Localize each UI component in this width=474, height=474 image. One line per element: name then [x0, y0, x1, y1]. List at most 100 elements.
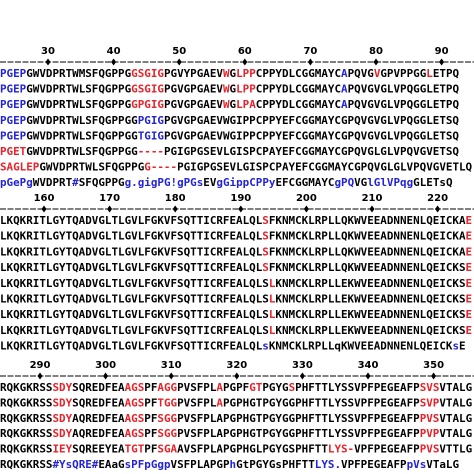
residues: FKNMCKLRPLLQKWVEEADNNENLQEICKA [269, 214, 466, 227]
sequence-row: RQKGKRSSSDYAQREDFEAAGSPFSGGPVSFPLAPGPHGT… [0, 412, 473, 425]
residues: PVP [420, 427, 440, 440]
residues: CPPYDLCGGMAYC [256, 83, 341, 96]
ruler-tick [111, 58, 117, 66]
residues: GWVDPRTWLSFQGPPG [26, 83, 131, 96]
residues: S [262, 214, 269, 227]
ruler-tick [107, 205, 113, 213]
ruler-tick [176, 58, 182, 66]
residues: ETPQ [433, 67, 460, 80]
residues: LKQKRITLGYTQADVGLTLGVLFGKVFSQTTICRFEALQL [0, 261, 263, 274]
residues: KNMCKLRPLLEKWVEEADNNENLQEICKS [275, 308, 465, 321]
residues: PVS [420, 412, 440, 425]
residues: PGET [0, 145, 27, 158]
residues: s [262, 340, 269, 353]
residues: AGS [125, 381, 145, 394]
ruler-number: 80 [369, 46, 383, 57]
residues: PGVGPGAEV [164, 98, 223, 111]
residues: SQREDFEA [72, 381, 125, 394]
residues: RQKGKRSS [0, 458, 52, 471]
residues: SQREDFEA [72, 396, 125, 409]
residues: GSGIG [131, 67, 164, 80]
ruler-number: 220 [427, 193, 448, 204]
residues: VTALG [439, 381, 472, 394]
residues: KNMCKLRPLLEKWVEEADNNENLQEICKS [275, 277, 465, 290]
ruler-tick [431, 372, 437, 380]
residues: G [230, 83, 237, 96]
residues: GWVDPRTWLSFQGPPGG [26, 114, 138, 127]
ruler-number: 200 [296, 193, 317, 204]
ruler-number: 160 [34, 193, 55, 204]
residues: FKNMCKLRPLLQKWVEEADNNENLQEICKA [269, 245, 466, 258]
residues: RQKGKRSS [0, 427, 52, 440]
residues: lGlVPqg [367, 176, 413, 189]
residues: A [341, 67, 348, 80]
residues: A [341, 83, 348, 96]
residues: AVSFPLAPGPHGLPGYGSPHFTT [177, 443, 328, 456]
residues: LKQKRITLGYTQADVGLTLGVLFGKVFSQTTICRFEALQL… [0, 324, 269, 337]
ruler-tick [37, 372, 43, 380]
residues: V [374, 67, 381, 80]
ruler-tick [238, 205, 244, 213]
residues: SQREEYEA [72, 443, 125, 456]
residues: S [289, 381, 296, 394]
residues: GWVDPRTWLSFQGPPG [39, 161, 144, 174]
residues: VG [354, 176, 368, 189]
sequence-row: LKQKRITLGYTQADVGLTLGVLFGKVFSQTTICRFEALQL… [0, 324, 472, 337]
residues: pVs [407, 458, 427, 471]
ruler-number: 170 [99, 193, 120, 204]
ruler-number: 50 [172, 46, 186, 57]
ruler-number: 180 [165, 193, 186, 204]
sequence-row: RQKGKRSS#YsQRE#EAaGsPFpGgpVSFPLAPGPhGtPG… [0, 458, 459, 471]
residues: LYS. [315, 458, 341, 471]
residues: s [452, 340, 459, 353]
residues: PF [144, 412, 157, 425]
residues: S [262, 245, 269, 258]
residues: TGIG [138, 129, 165, 142]
sequence-row: LKQKRITLGYTQADVGLTLGVLFGKVFSQTTICRFEALQL… [0, 308, 472, 321]
sequence-row: RQKGKRSSIEYSQREEYEATGTPFSGAAVSFPLAPGPHGL… [0, 443, 473, 456]
ruler-number: 290 [30, 360, 51, 371]
residues: PGVYPGAEV [164, 67, 223, 80]
residues: PGEP [0, 83, 27, 96]
residues: PVSFPL [177, 381, 217, 394]
ruler-tick [103, 372, 109, 380]
residues: LYS- [328, 443, 354, 456]
residues: EAaG [98, 458, 125, 471]
sequence-row: pGePgWVDPRT#SFQGPPGg.gigPG!gPGsEVgGippCP… [0, 176, 453, 189]
residues: gPQ [334, 176, 354, 189]
residues: pGePg [0, 176, 33, 189]
residues: h [230, 458, 237, 471]
residues: E [466, 277, 473, 290]
residues: S [262, 261, 269, 274]
residues: VPFPEGEAFP [354, 443, 420, 456]
sequence-row: RQKGKRSSSDYSQREDFEAAGSPFTGGPVSFPLAPGPHGT… [0, 396, 473, 409]
residues: PVS [420, 443, 440, 456]
residues: AGS [125, 427, 145, 440]
sequence-row: LKQKRITLGYTQADVGLTLGVLFGKVFSQTTICRFEALQL… [0, 245, 472, 258]
residues: PQVGVGLVPQGGLETPQ [348, 98, 460, 111]
residues: W [223, 83, 230, 96]
residues: #YsQRE# [52, 458, 98, 471]
residues: A [216, 381, 223, 394]
residues: VSFPLAPGP [171, 458, 230, 471]
sequence-row: PGEPGWVDPRTWLSFQGPPGGPGIGPGVGPGAEVWGIPPC… [0, 114, 459, 127]
residues: TGT [125, 443, 145, 456]
sequence-row: LKQKRITLGYTQADVGLTLGVLFGKVFSQTTICRFEALQL… [0, 293, 472, 306]
residues: E [466, 245, 473, 258]
residues: g.gigPG!gPGs [125, 176, 204, 189]
residues: VTALG [439, 427, 472, 440]
ruler-tick [369, 205, 375, 213]
ruler-tick [365, 372, 371, 380]
ruler-number: 60 [238, 46, 252, 57]
residues: SGA [157, 443, 177, 456]
residues: KNMCKLRPLLEKWVEEADNNENLQEICKS [275, 293, 465, 306]
residues: GWVDPRTWLSFQGPPG [26, 98, 131, 111]
residues: AGS [125, 412, 145, 425]
residues: LKQKRITLGYTQADVGLTLGVLFGKVFSQTTICRFEALQL [0, 214, 263, 227]
sequence-row: LKQKRITLGYTQADVGLTLGVLFGKVFSQTTICRFEALQL… [0, 261, 472, 274]
sequence-row: PGEPGWVDPRTWMSFQGPPGGSGIGPGVYPGAEVWGLPPC… [0, 67, 460, 80]
residues: AQREDFEA [72, 427, 125, 440]
residues: PGVGPGAEVWGIPPCPPYEFCGGMAYCGPQVGVGLVPQGG… [164, 114, 459, 127]
residues: SDY [52, 412, 72, 425]
residues: VTALG [439, 412, 472, 425]
